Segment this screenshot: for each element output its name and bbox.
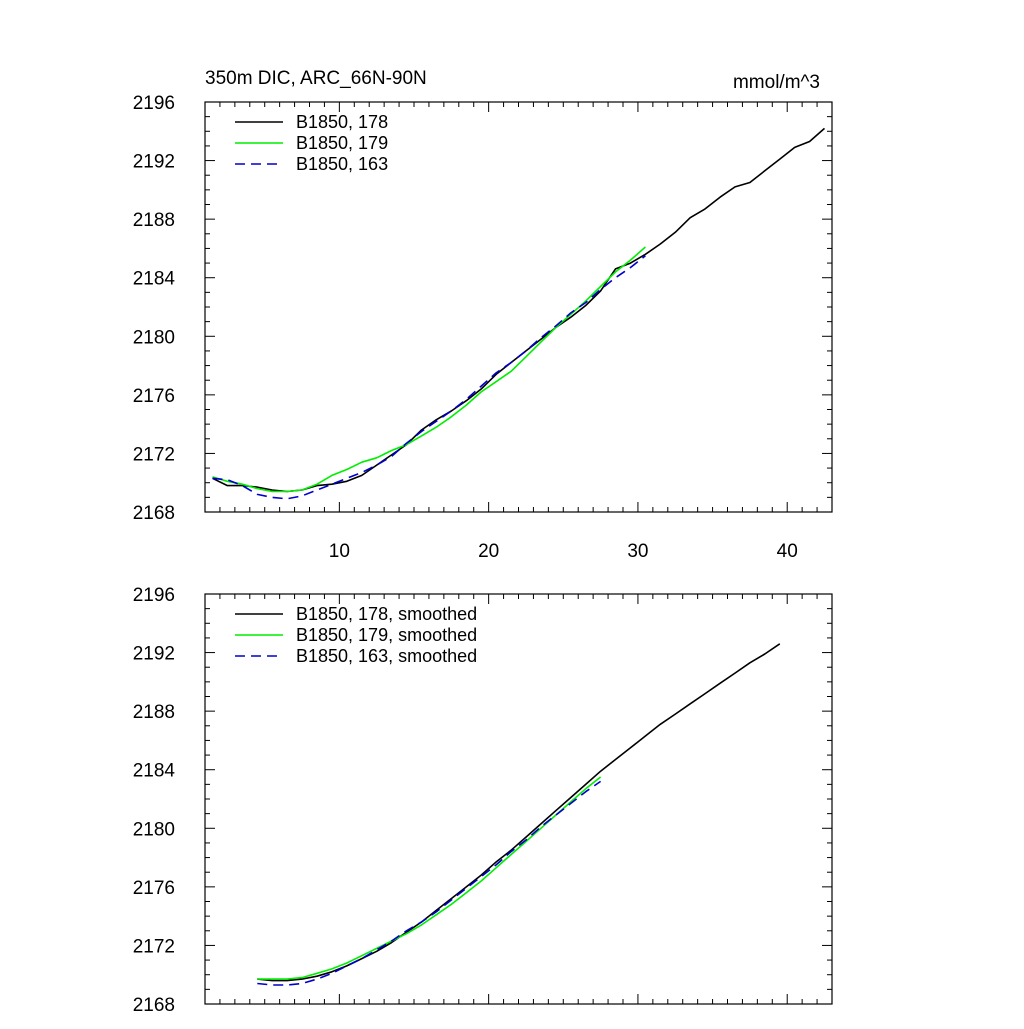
series-line-3 <box>212 255 646 500</box>
legend-label: B1850, 179, smoothed <box>296 625 477 645</box>
x-tick-label: 40 <box>777 541 798 562</box>
y-tick-label: 2172 <box>133 444 175 465</box>
units-label: mmol/m^3 <box>733 72 820 93</box>
y-tick-label: 2176 <box>133 878 175 899</box>
x-tick-label: 30 <box>627 541 648 562</box>
legend-label: B1850, 179 <box>296 133 388 153</box>
y-tick-label: 2184 <box>133 269 176 290</box>
legend-label: B1850, 163 <box>296 154 388 174</box>
y-tick-label: 2192 <box>133 152 175 173</box>
y-tick-label: 2180 <box>133 819 175 840</box>
y-tick-label: 2180 <box>133 327 175 348</box>
y-tick-label: 2168 <box>133 503 175 524</box>
series-line-2 <box>257 776 602 980</box>
series-line-2 <box>212 246 646 493</box>
y-tick-label: 2172 <box>133 936 175 957</box>
series-line-1 <box>257 643 781 982</box>
y-tick-label: 2188 <box>133 702 175 723</box>
x-tick-label: 20 <box>478 541 499 562</box>
chart-panel-2: 2168 2172 2176 2180 2184 2188 2192 2196 B1850, 1… <box>133 585 833 1016</box>
legend-label: B1850, 178 <box>296 112 388 132</box>
y-tick-label: 2188 <box>133 210 175 231</box>
series-line-3 <box>257 780 602 986</box>
chart-panel-1: 2168 2172 2176 2180 2184 2188 2192 2196 10 20 30 40… <box>133 68 833 562</box>
legend-label: B1850, 178, smoothed <box>296 604 477 624</box>
y-tick-label: 2196 <box>133 585 175 606</box>
legend-label: B1850, 163, smoothed <box>296 646 477 666</box>
y-tick-label: 2196 <box>133 93 175 114</box>
y-tick-label: 2176 <box>133 386 175 407</box>
y-tick-label: 2168 <box>133 995 175 1016</box>
y-tick-label: 2184 <box>133 761 176 782</box>
y-tick-label: 2192 <box>133 644 175 665</box>
x-tick-label: 10 <box>329 541 350 562</box>
series-line-1 <box>212 127 826 493</box>
chart-title: 350m DIC, ARC_66N-90N <box>205 68 427 89</box>
